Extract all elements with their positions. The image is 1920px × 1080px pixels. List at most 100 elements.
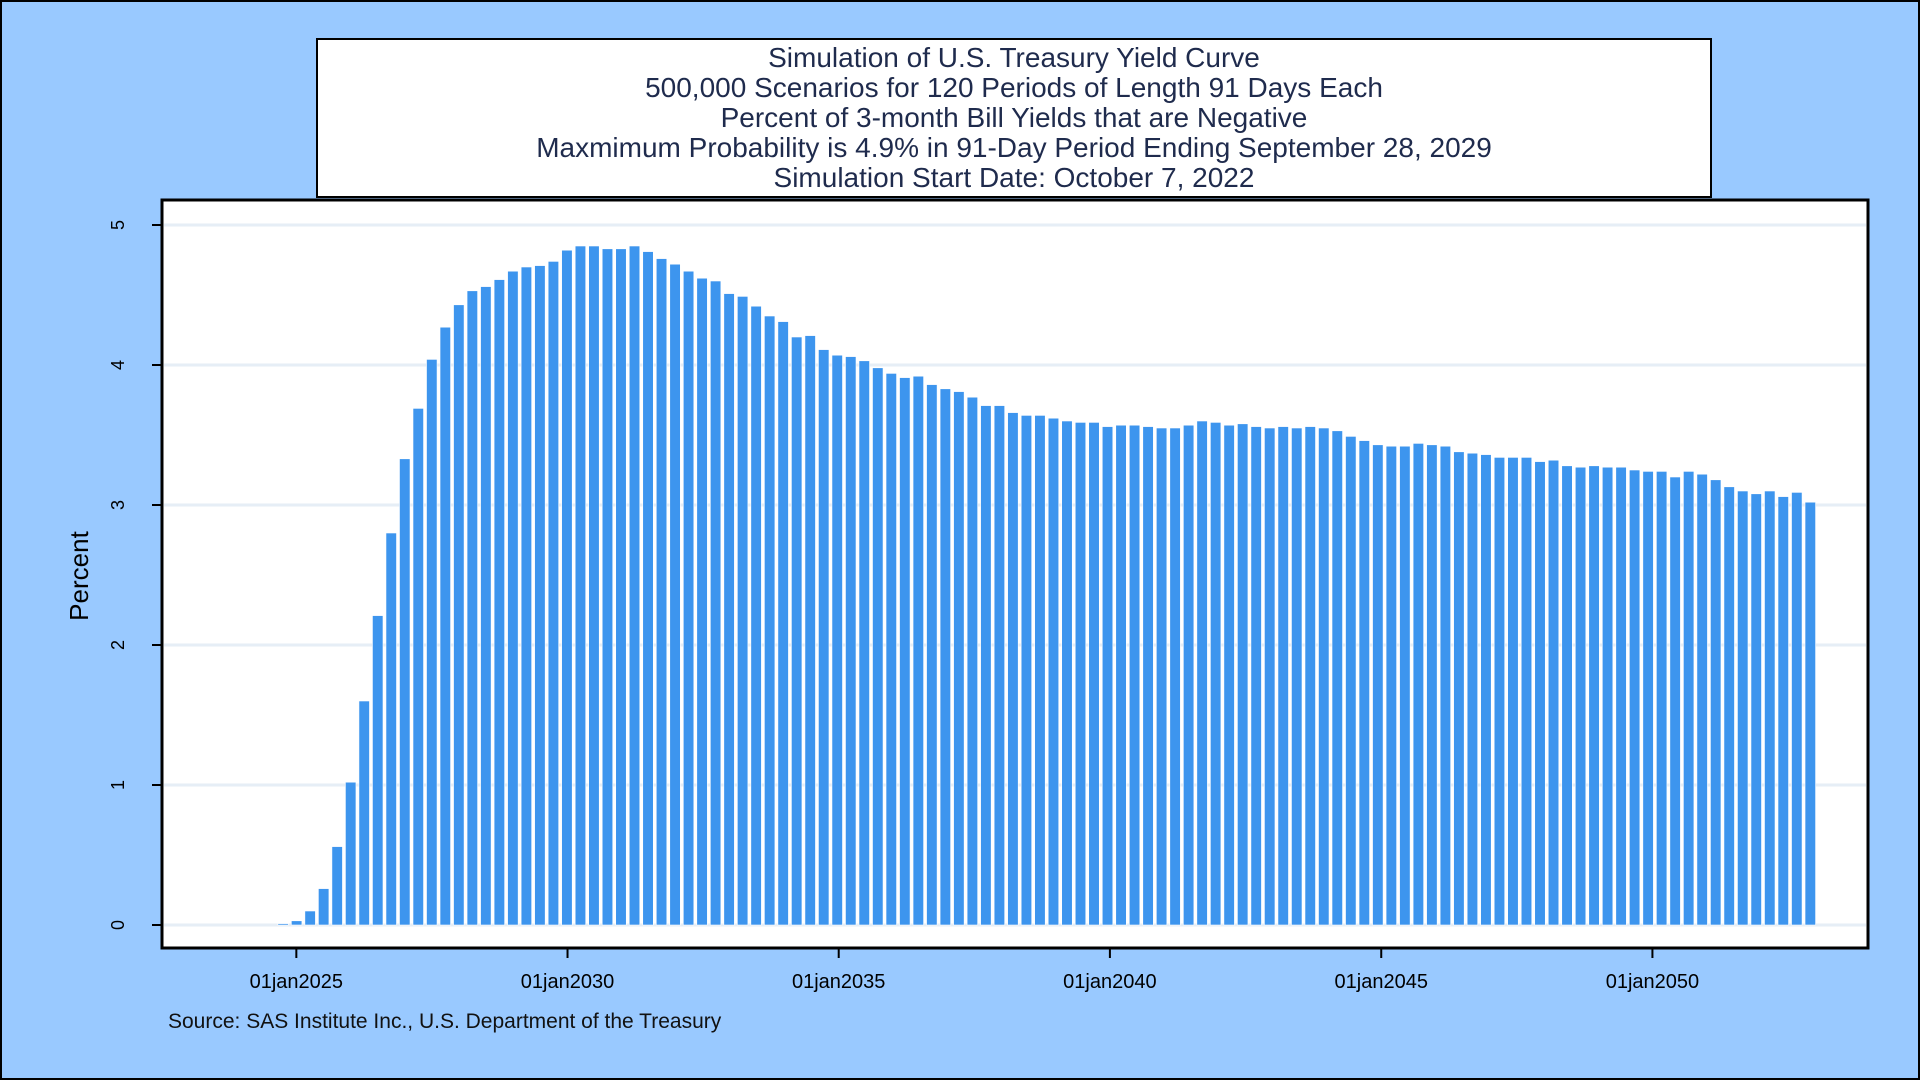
bar — [1710, 479, 1722, 926]
bar — [1128, 424, 1141, 926]
bar — [520, 266, 532, 926]
bar — [534, 265, 546, 926]
bar — [993, 405, 1005, 926]
bar — [1629, 469, 1641, 926]
bar — [547, 261, 559, 926]
bar — [804, 335, 816, 926]
bar — [277, 923, 289, 926]
bar — [966, 396, 978, 926]
bar — [750, 305, 762, 926]
source-note: Source: SAS Institute Inc., U.S. Departm… — [168, 1010, 722, 1033]
bar — [1493, 457, 1506, 926]
bar — [723, 293, 735, 926]
y-tick-label: 4 — [108, 360, 128, 370]
bar — [696, 277, 708, 926]
bar — [655, 258, 668, 926]
bar — [980, 405, 992, 926]
x-tick-label: 01jan2050 — [1606, 971, 1699, 993]
bar — [885, 373, 897, 926]
y-tick-label: 0 — [108, 920, 128, 930]
bar — [1683, 471, 1695, 926]
bar — [1588, 465, 1600, 926]
bar — [561, 249, 573, 926]
bar — [1561, 465, 1573, 926]
x-tick-label: 01jan2040 — [1063, 971, 1156, 993]
bar — [493, 279, 505, 926]
bar — [1399, 445, 1411, 926]
bar — [1047, 417, 1060, 926]
y-tick-label: 3 — [108, 500, 128, 510]
bar — [1020, 415, 1033, 926]
bar — [1115, 424, 1127, 926]
bar — [1426, 444, 1438, 926]
bar — [1210, 422, 1222, 926]
bar — [1156, 427, 1168, 926]
bar — [1169, 427, 1181, 926]
y-tick-label: 2 — [108, 640, 128, 650]
bar — [399, 458, 411, 926]
bar — [872, 367, 884, 926]
bar — [818, 349, 830, 926]
bar — [588, 245, 600, 926]
bar — [1764, 490, 1776, 926]
bar — [345, 781, 357, 926]
bar — [439, 326, 451, 926]
bar — [669, 263, 681, 926]
bar — [764, 315, 776, 926]
bar — [426, 359, 438, 926]
bar — [791, 336, 803, 926]
bar — [1602, 466, 1614, 926]
title-line-2: 500,000 Scenarios for 120 Periods of Len… — [645, 72, 1383, 103]
bar — [1291, 427, 1303, 926]
bar — [1101, 426, 1114, 926]
bar — [358, 700, 370, 926]
bar — [1385, 445, 1397, 926]
bar — [682, 270, 695, 926]
y-tick-label: 5 — [108, 220, 128, 230]
bar — [1088, 422, 1100, 926]
bar — [1804, 501, 1816, 926]
bar — [466, 290, 478, 926]
bar — [601, 248, 614, 926]
x-tick-label: 01jan2025 — [250, 971, 343, 993]
bar — [385, 532, 397, 926]
bar — [1466, 452, 1478, 926]
bar — [1696, 473, 1708, 926]
title-line-4: Maxmimum Probability is 4.9% in 91-Day P… — [536, 132, 1492, 163]
bar — [1642, 471, 1654, 926]
bar — [939, 388, 951, 926]
bar — [1237, 423, 1249, 926]
bar — [1791, 492, 1803, 926]
title-line-1: Simulation of U.S. Treasury Yield Curve — [768, 42, 1260, 73]
bar — [1358, 440, 1370, 926]
bar — [1223, 424, 1235, 926]
title-line-3: Percent of 3-month Bill Yields that are … — [720, 102, 1308, 133]
bar — [331, 846, 343, 926]
bar — [615, 248, 627, 926]
bar — [1345, 436, 1357, 926]
bar — [628, 245, 641, 926]
bar — [1669, 476, 1681, 926]
bar — [1142, 426, 1154, 926]
bar — [1277, 426, 1289, 926]
bar — [1507, 457, 1519, 926]
bar — [1574, 466, 1587, 926]
bar — [1480, 454, 1492, 926]
bar — [1034, 415, 1046, 926]
chart-title-box: Simulation of U.S. Treasury Yield Curve … — [316, 38, 1712, 198]
bar — [777, 321, 789, 926]
bar — [1737, 490, 1749, 926]
bar — [1615, 466, 1627, 926]
bar — [1750, 493, 1762, 926]
y-tick-label: 1 — [108, 780, 128, 790]
bar — [710, 280, 722, 926]
bar — [291, 920, 303, 926]
bar — [1547, 459, 1560, 926]
bar — [1439, 445, 1451, 926]
bar — [1061, 420, 1073, 926]
bar — [642, 251, 654, 926]
bar — [1534, 461, 1546, 926]
x-tick-label: 01jan2045 — [1335, 971, 1428, 993]
bar — [1372, 444, 1384, 926]
bar — [1777, 496, 1789, 926]
